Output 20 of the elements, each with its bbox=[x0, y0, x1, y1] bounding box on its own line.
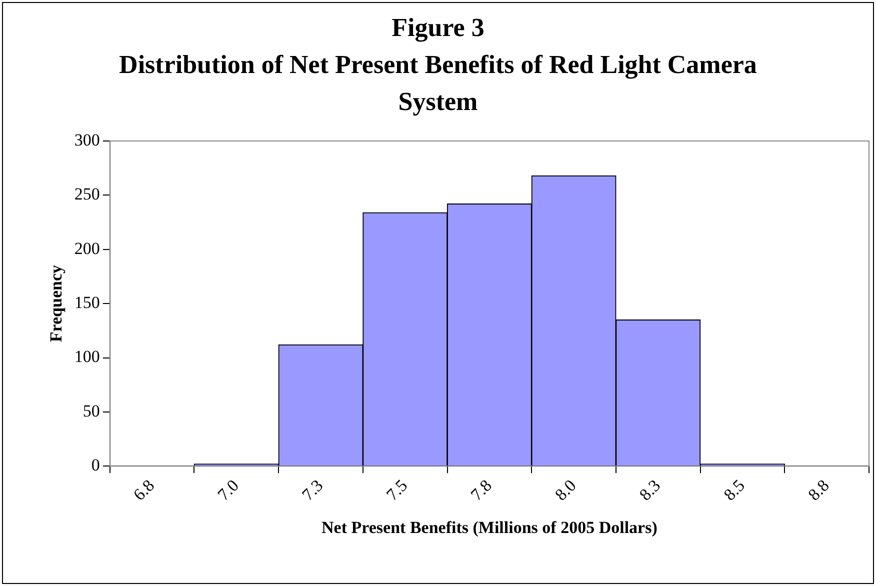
x-tick-label: 7.0 bbox=[214, 476, 242, 504]
x-tick-label: 8.3 bbox=[636, 476, 664, 504]
y-axis-title: Frequency bbox=[46, 264, 66, 342]
y-tick-label: 200 bbox=[74, 238, 100, 258]
x-tick-label: 6.8 bbox=[130, 476, 158, 504]
chart-title: Figure 3 bbox=[390, 12, 486, 44]
chart-subtitle: Distribution of Net Present Benefits of Red Light Camera System bbox=[118, 49, 758, 118]
x-axis-title: Net Present Benefits (Millions of 2005 Dollars) bbox=[322, 518, 658, 538]
x-tick-label: 7.5 bbox=[382, 476, 412, 504]
y-tick-label: 0 bbox=[91, 456, 100, 475]
y-tick-label: 50 bbox=[82, 401, 100, 420]
x-tick-label: 8.5 bbox=[720, 476, 748, 504]
x-tick-label: 7.8 bbox=[466, 476, 496, 504]
y-tick-label: 250 bbox=[74, 184, 100, 204]
y-tick-label: 300 bbox=[74, 130, 100, 150]
y-tick-label: 150 bbox=[74, 293, 100, 312]
y-tick-label: 100 bbox=[74, 347, 100, 366]
x-tick-label: 8.8 bbox=[804, 476, 833, 504]
x-tick-label: 8.0 bbox=[551, 476, 580, 504]
x-tick-label: 7.3 bbox=[298, 476, 327, 504]
